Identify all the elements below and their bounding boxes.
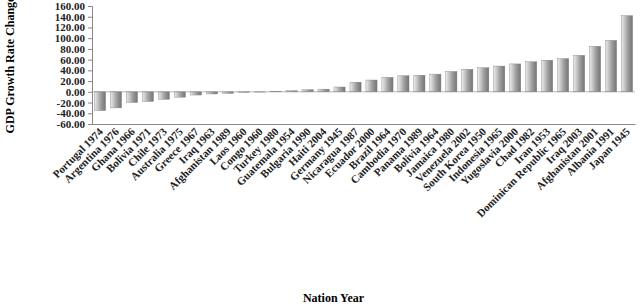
x-tick: Japan 1945 bbox=[586, 124, 633, 172]
y-axis-title: GDP Growth Rate Change bbox=[3, 0, 17, 133]
bar bbox=[318, 89, 329, 92]
bar bbox=[126, 92, 137, 103]
bar bbox=[621, 16, 632, 92]
y-tick-label: 100.00 bbox=[55, 32, 86, 44]
bar bbox=[510, 64, 521, 92]
y-tick-mark bbox=[88, 113, 92, 114]
y-tick-mark bbox=[88, 38, 92, 39]
y-tick-mark bbox=[88, 27, 92, 28]
y-tick: 140.00 bbox=[55, 11, 92, 23]
bars bbox=[94, 16, 632, 111]
y-tick-label: 20.00 bbox=[60, 75, 85, 87]
bar bbox=[558, 59, 569, 92]
y-tick: 100.00 bbox=[55, 32, 92, 44]
bar bbox=[382, 77, 393, 91]
y-tick-label: 140.00 bbox=[55, 11, 86, 23]
bar bbox=[206, 92, 217, 94]
y-tick: 160.00 bbox=[55, 0, 92, 12]
bar bbox=[574, 55, 585, 91]
bar bbox=[478, 68, 489, 92]
x-axis-title: Nation Year bbox=[303, 291, 365, 305]
x-tick-label: Japan 1945 bbox=[586, 125, 633, 172]
y-tick-label: 80.00 bbox=[60, 43, 85, 55]
bar bbox=[366, 80, 377, 92]
y-tick: 0.00 bbox=[66, 86, 92, 98]
bar bbox=[414, 75, 425, 92]
bar bbox=[142, 92, 153, 102]
x-axis: Portugal 1974Argentina 1976Ghana 1966Bol… bbox=[50, 124, 635, 219]
bar bbox=[110, 92, 121, 108]
y-tick: 40.00 bbox=[60, 64, 92, 76]
y-axis-line bbox=[88, 7, 93, 125]
bar bbox=[350, 82, 361, 92]
bar bbox=[430, 74, 441, 92]
chart: -60.00-40.00-20.000.0020.0040.0060.0080.… bbox=[0, 0, 640, 307]
y-tick-mark bbox=[88, 17, 92, 18]
y-tick: 120.00 bbox=[55, 21, 92, 33]
bar bbox=[302, 90, 313, 92]
bar bbox=[542, 60, 553, 92]
zero-line bbox=[92, 91, 635, 92]
y-tick: 60.00 bbox=[60, 54, 92, 66]
y-tick: -20.00 bbox=[57, 97, 92, 109]
y-tick-mark bbox=[88, 124, 92, 125]
y-tick-label: 160.00 bbox=[55, 0, 86, 12]
y-tick-mark bbox=[88, 81, 92, 82]
bar bbox=[174, 92, 185, 97]
y-tick-label: 40.00 bbox=[60, 64, 85, 76]
bar bbox=[526, 62, 537, 92]
bar bbox=[334, 87, 345, 92]
x-axis-line bbox=[93, 124, 636, 125]
y-tick-mark bbox=[88, 70, 92, 71]
bar bbox=[190, 92, 201, 95]
y-tick: 20.00 bbox=[60, 75, 92, 87]
y-tick-mark bbox=[88, 60, 92, 61]
y-tick-label: -20.00 bbox=[57, 97, 86, 109]
bar bbox=[605, 40, 616, 91]
bar bbox=[94, 92, 105, 111]
y-tick: -40.00 bbox=[57, 107, 92, 119]
plot: -60.00-40.00-20.000.0020.0040.0060.0080.… bbox=[50, 0, 635, 219]
y-tick-mark bbox=[88, 6, 92, 7]
y-tick-label: -40.00 bbox=[57, 107, 86, 119]
y-tick: -60.00 bbox=[57, 118, 92, 130]
bar bbox=[589, 46, 600, 92]
bar bbox=[494, 66, 505, 92]
y-tick-label: 0.00 bbox=[66, 86, 86, 98]
bar bbox=[398, 76, 409, 92]
bar bbox=[446, 71, 457, 91]
y-tick: 80.00 bbox=[60, 43, 92, 55]
y-tick-mark bbox=[88, 103, 92, 104]
y-tick-label: -60.00 bbox=[57, 118, 86, 130]
y-tick-mark bbox=[88, 92, 92, 93]
bar bbox=[462, 69, 473, 92]
y-axis: -60.00-40.00-20.000.0020.0040.0060.0080.… bbox=[55, 0, 93, 130]
y-tick-label: 60.00 bbox=[60, 54, 85, 66]
y-tick-label: 120.00 bbox=[55, 21, 86, 33]
bar bbox=[158, 92, 169, 100]
y-tick-mark bbox=[88, 49, 92, 50]
